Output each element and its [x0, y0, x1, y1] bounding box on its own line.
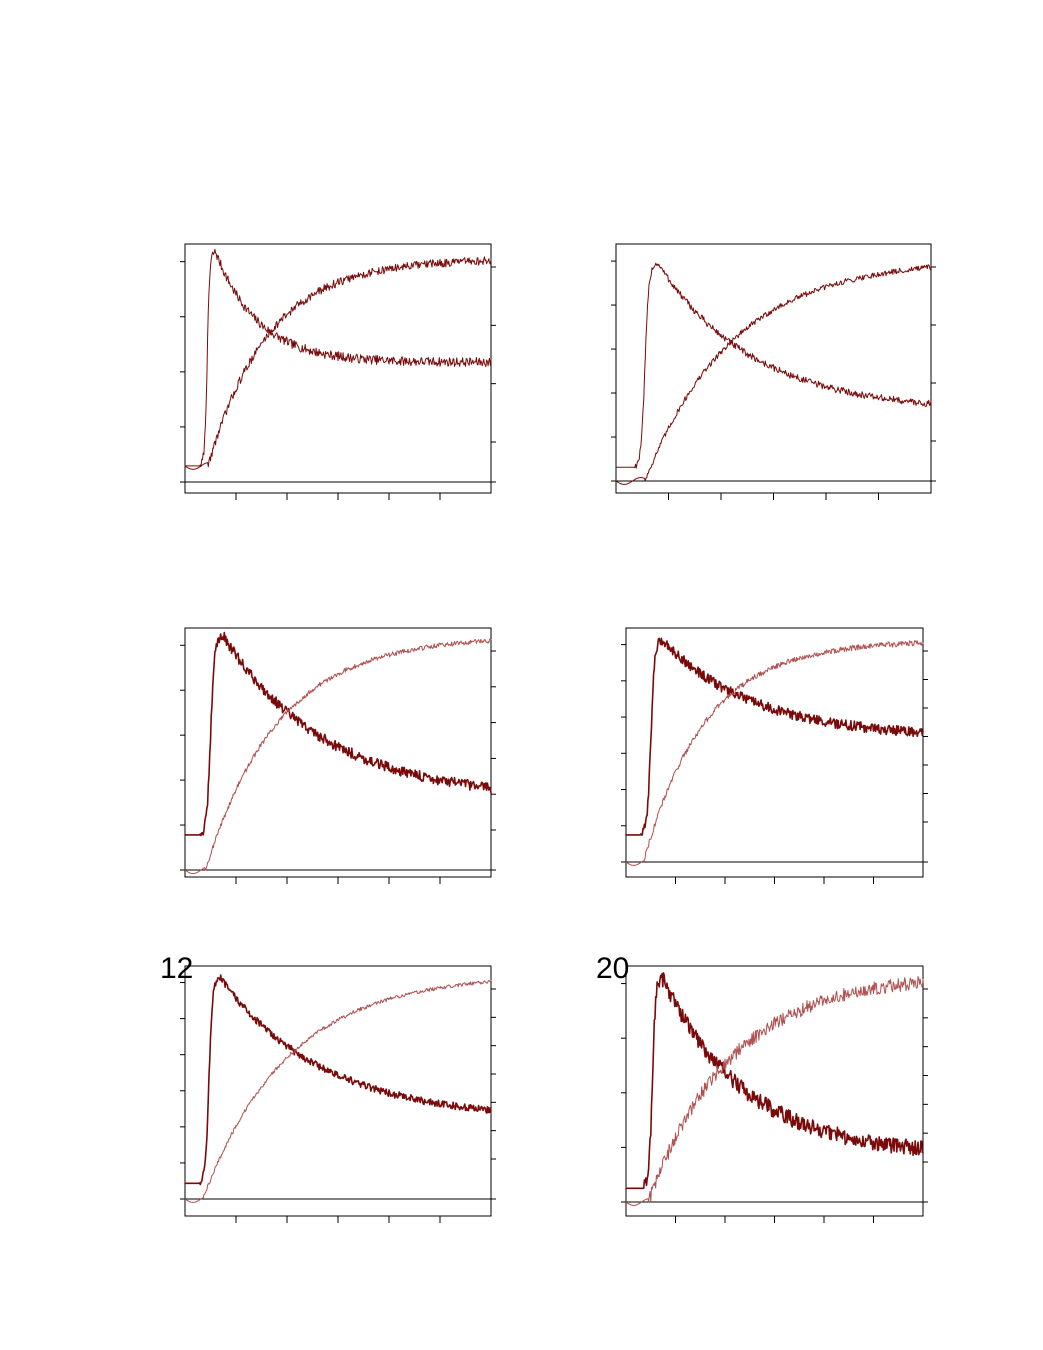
- plot-frame: [625, 965, 924, 1217]
- series-line-transient: [184, 974, 492, 1186]
- plot-frame: [184, 965, 492, 1217]
- clipped-panel-label-left: 12: [160, 952, 193, 985]
- series-line-transient: [184, 631, 492, 837]
- series-line-sustained: [625, 976, 924, 1206]
- series-line-transient: [625, 972, 924, 1190]
- series-line-sustained: [184, 256, 492, 470]
- series-line-transient: [625, 637, 924, 836]
- plot-frame: [625, 627, 924, 878]
- chart-panel-bottom-left: [180, 965, 496, 1223]
- chart-panel-top-left: [180, 243, 496, 500]
- clipped-panel-label-right: 20: [596, 952, 629, 985]
- panels-layer: [180, 243, 936, 1223]
- chart-panel-top-right: [611, 243, 936, 500]
- series-line-sustained: [184, 638, 492, 874]
- series-line-transient: [615, 262, 932, 469]
- chart-panel-middle-left: [180, 627, 496, 884]
- series-line-sustained: [184, 979, 492, 1203]
- series-line-transient: [184, 248, 492, 468]
- plot-frame: [184, 627, 492, 878]
- chart-panel-middle-right: [621, 627, 928, 884]
- chart-panel-bottom-right: [621, 965, 928, 1223]
- series-line-sustained: [625, 640, 924, 866]
- series-line-sustained: [615, 264, 932, 485]
